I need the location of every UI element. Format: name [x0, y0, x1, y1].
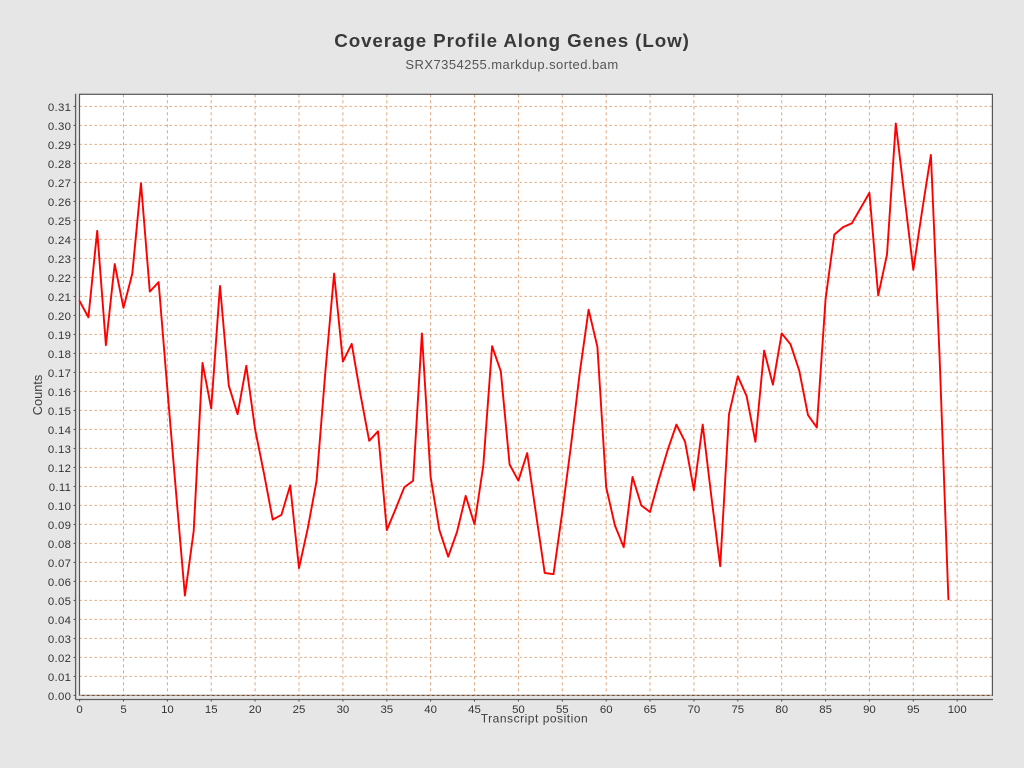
svg-text:35: 35: [380, 704, 393, 716]
svg-text:75: 75: [731, 704, 744, 716]
svg-text:0.19: 0.19: [48, 330, 71, 342]
svg-text:0.08: 0.08: [48, 539, 71, 551]
svg-text:0.21: 0.21: [48, 292, 71, 304]
svg-text:0.17: 0.17: [48, 368, 71, 380]
svg-text:55: 55: [556, 704, 569, 716]
svg-text:0.12: 0.12: [48, 463, 71, 475]
svg-text:0.27: 0.27: [48, 178, 71, 190]
svg-text:50: 50: [512, 704, 525, 716]
svg-text:0.05: 0.05: [48, 596, 71, 608]
svg-text:10: 10: [161, 704, 174, 716]
svg-text:25: 25: [293, 704, 306, 716]
svg-text:0.04: 0.04: [48, 615, 71, 627]
svg-text:Counts: Counts: [30, 375, 45, 416]
svg-text:100: 100: [948, 704, 967, 716]
svg-text:0.16: 0.16: [48, 387, 71, 399]
svg-text:0.15: 0.15: [48, 406, 71, 418]
svg-text:80: 80: [775, 704, 788, 716]
svg-text:0.00: 0.00: [48, 691, 71, 703]
svg-text:SRX7354255.markdup.sorted.bam: SRX7354255.markdup.sorted.bam: [405, 57, 618, 72]
svg-text:Transcript position: Transcript position: [481, 711, 588, 725]
svg-text:0.13: 0.13: [48, 444, 71, 456]
svg-text:60: 60: [600, 704, 613, 716]
svg-text:0.03: 0.03: [48, 634, 71, 646]
svg-text:85: 85: [819, 704, 832, 716]
svg-text:40: 40: [424, 704, 437, 716]
svg-text:0.26: 0.26: [48, 197, 71, 209]
svg-text:0.25: 0.25: [48, 216, 71, 228]
svg-text:Coverage Profile Along Genes (: Coverage Profile Along Genes (Low): [334, 30, 690, 51]
svg-text:95: 95: [907, 704, 920, 716]
svg-text:90: 90: [863, 704, 876, 716]
svg-text:70: 70: [688, 704, 701, 716]
svg-text:0.06: 0.06: [48, 577, 71, 589]
svg-text:0.24: 0.24: [48, 235, 71, 247]
svg-text:0.29: 0.29: [48, 140, 71, 152]
svg-text:0.22: 0.22: [48, 273, 71, 285]
svg-text:0.30: 0.30: [48, 121, 71, 133]
svg-text:0.01: 0.01: [48, 672, 71, 684]
svg-text:20: 20: [249, 704, 262, 716]
svg-text:0.20: 0.20: [48, 311, 71, 323]
svg-text:15: 15: [205, 704, 218, 716]
svg-text:30: 30: [337, 704, 350, 716]
svg-text:45: 45: [468, 704, 481, 716]
svg-text:0.23: 0.23: [48, 254, 71, 266]
svg-text:0.07: 0.07: [48, 558, 71, 570]
svg-text:0.18: 0.18: [48, 349, 71, 361]
svg-text:5: 5: [120, 704, 126, 716]
svg-text:0: 0: [76, 704, 82, 716]
svg-text:0.09: 0.09: [48, 520, 71, 532]
svg-text:0.28: 0.28: [48, 159, 71, 171]
svg-text:0.02: 0.02: [48, 653, 71, 665]
svg-text:0.31: 0.31: [48, 102, 71, 114]
svg-text:0.10: 0.10: [48, 501, 71, 513]
svg-text:0.11: 0.11: [49, 482, 72, 494]
svg-text:0.14: 0.14: [48, 425, 71, 437]
svg-text:65: 65: [644, 704, 657, 716]
